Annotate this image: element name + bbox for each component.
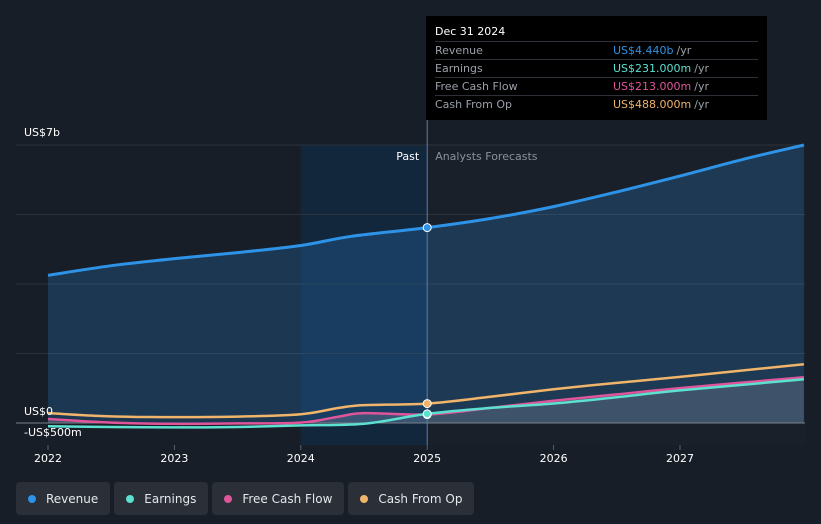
- x-tick-label: 2022: [34, 452, 62, 465]
- past-highlight: [300, 145, 428, 445]
- legend-item-free-cash-flow[interactable]: Free Cash Flow: [212, 482, 345, 515]
- legend-item-cash-from-op[interactable]: Cash From Op: [348, 482, 475, 515]
- legend-label: Earnings: [144, 491, 197, 506]
- tooltip-row-value: US$231.000m: [613, 62, 692, 75]
- marker-cash-from-op: [422, 399, 432, 409]
- legend-item-earnings[interactable]: Earnings: [114, 482, 209, 515]
- legend-item-revenue[interactable]: Revenue: [16, 482, 111, 515]
- tooltip-row-label: Cash From Op: [435, 98, 513, 111]
- legend-label: Revenue: [46, 491, 99, 506]
- legend-label: Cash From Op: [378, 491, 463, 506]
- tooltip-row-unit: /yr: [694, 98, 709, 111]
- y-axis-bottom-label: -US$500m: [24, 426, 82, 439]
- tooltip: Dec 31 2024 Revenue US$4.440b/yr Earnings U…: [426, 16, 767, 120]
- x-tick-label: 2024: [287, 452, 315, 465]
- legend-dot-icon: [28, 494, 36, 503]
- x-tick-label: 2026: [540, 452, 568, 465]
- tooltip-row-earnings: Earnings US$231.000m/yr: [435, 59, 758, 77]
- tooltip-row-value: US$488.000m: [613, 98, 692, 111]
- x-tick-label: 2027: [666, 452, 694, 465]
- forecast-label: Analysts Forecasts: [435, 150, 538, 163]
- tooltip-row-unit: /yr: [676, 44, 692, 57]
- legend-dot-icon: [224, 494, 233, 503]
- gridlines: [16, 144, 805, 354]
- tooltip-row-unit: /yr: [694, 80, 709, 93]
- area-revenue: [48, 145, 804, 423]
- line-cash-from-op: [47, 362, 805, 419]
- tooltip-row-revenue: Revenue US$4.440b/yr: [435, 41, 758, 59]
- tooltip-row-value: US$4.440b: [613, 44, 674, 57]
- tooltip-row-cash-from-op: Cash From Op US$488.000m/yr: [435, 95, 758, 113]
- line-earnings: [47, 378, 805, 429]
- tooltip-row-free-cash-flow: Free Cash Flow US$213.000m/yr: [435, 77, 758, 95]
- series-areas: [48, 145, 804, 424]
- tooltip-row-label: Earnings: [435, 62, 483, 75]
- legend-dot-icon: [126, 494, 135, 503]
- legend-dot-icon: [360, 494, 369, 503]
- series-markers: [422, 223, 432, 420]
- legend-label: Free Cash Flow: [242, 491, 333, 506]
- x-tick-label: 2025: [413, 452, 441, 465]
- tooltip-row-unit: /yr: [694, 62, 709, 75]
- area-free-cash-flow: [48, 377, 804, 424]
- x-axis-ticks: 2022 2023 2024 2025 2026 2027: [34, 445, 694, 465]
- legend: Revenue Earnings Free Cash Flow Cash From O…: [16, 482, 475, 515]
- y-axis-zero-label: US$0: [24, 405, 53, 418]
- line-free-cash-flow: [47, 376, 805, 426]
- tooltip-row-value: US$213.000m: [613, 80, 692, 93]
- past-label: Past: [396, 150, 420, 163]
- marker-earnings: [422, 409, 432, 419]
- tooltip-row-label: Free Cash Flow: [435, 80, 518, 93]
- tooltip-date: Dec 31 2024: [435, 25, 506, 38]
- marker-revenue: [422, 223, 432, 233]
- y-axis-top-label: US$7b: [24, 126, 60, 139]
- x-tick-label: 2023: [160, 452, 188, 465]
- tooltip-row-label: Revenue: [435, 44, 483, 57]
